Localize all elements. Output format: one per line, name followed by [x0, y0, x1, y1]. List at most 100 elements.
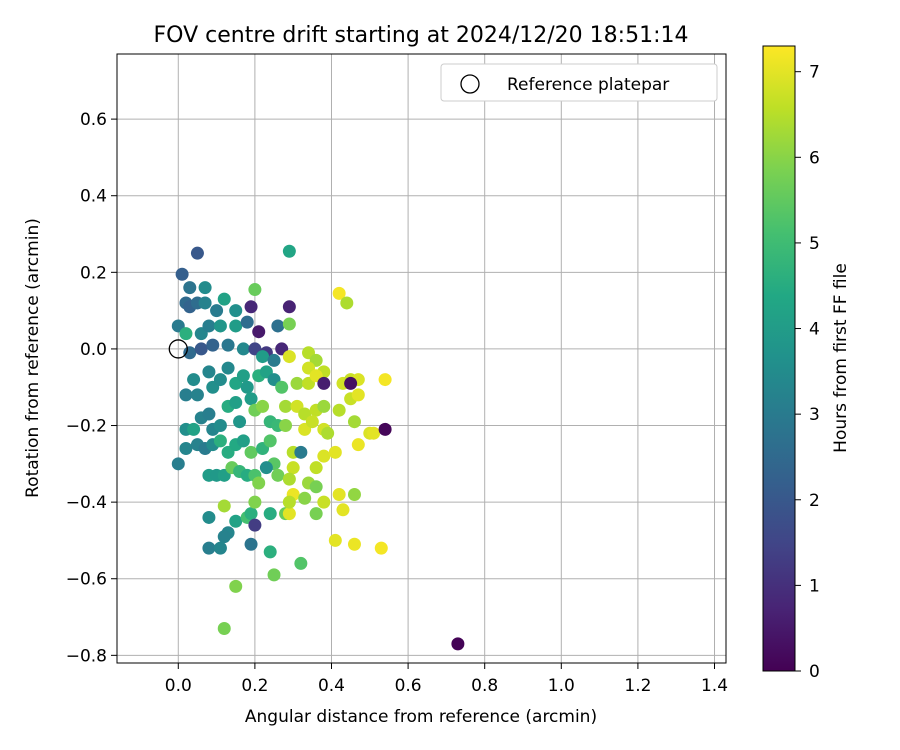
x-tick-label: 1.4 — [701, 676, 728, 696]
data-point — [217, 622, 231, 636]
y-axis-ticks: −0.8 −0.6 −0.4 −0.2 0.0 0.2 0.4 0.6 — [66, 110, 117, 666]
colorbar-ticks: 0 1 2 3 4 5 6 7 — [795, 63, 820, 682]
data-point — [248, 518, 262, 532]
data-point — [240, 315, 254, 329]
data-point — [344, 376, 358, 390]
data-point — [451, 637, 465, 651]
data-point — [202, 541, 216, 555]
colorbar-tick-label: 5 — [809, 234, 820, 254]
plot-frame — [116, 53, 727, 664]
y-tick-label: −0.6 — [66, 570, 107, 590]
data-point — [282, 350, 296, 364]
data-point — [206, 338, 220, 352]
data-point — [347, 487, 361, 501]
data-point — [190, 388, 204, 402]
data-points — [171, 244, 465, 651]
x-tick-label: 1.2 — [624, 676, 651, 696]
y-tick-label: 0.0 — [80, 340, 107, 360]
data-point — [294, 445, 308, 459]
x-tick-label: 0.0 — [165, 676, 192, 696]
data-point — [221, 361, 235, 375]
data-point — [309, 480, 323, 494]
data-point — [271, 319, 285, 333]
data-point — [336, 503, 350, 517]
data-point — [263, 545, 277, 559]
colorbar-tick-label: 6 — [809, 148, 820, 168]
data-point — [332, 286, 346, 300]
data-point — [248, 283, 262, 297]
reference-point-marker — [168, 339, 188, 359]
data-point — [217, 530, 231, 544]
x-axis-ticks: 0.0 0.2 0.4 0.6 0.8 1.0 1.2 1.4 — [165, 663, 728, 696]
data-point — [248, 495, 262, 509]
y-axis-label: Rotation from reference (arcmin) — [23, 218, 43, 498]
data-point — [282, 300, 296, 314]
legend-box — [440, 63, 718, 102]
colorbar-tick-label: 2 — [809, 491, 820, 511]
data-point — [236, 342, 250, 356]
data-point — [294, 556, 308, 570]
data-point — [229, 304, 243, 318]
data-point — [229, 396, 243, 410]
data-point — [213, 434, 227, 448]
data-point — [175, 267, 189, 281]
data-point — [187, 373, 201, 387]
data-point — [317, 399, 331, 413]
data-point — [279, 419, 293, 433]
colorbar-label: Hours from first FF file — [831, 263, 851, 453]
data-point — [179, 442, 193, 456]
data-point — [328, 445, 342, 459]
data-point — [256, 399, 270, 413]
data-point — [256, 350, 270, 364]
data-point — [221, 338, 235, 352]
data-point — [236, 434, 250, 448]
data-point — [229, 514, 243, 528]
data-point — [340, 296, 354, 310]
data-point — [213, 541, 227, 555]
data-point — [332, 403, 346, 417]
data-point — [217, 292, 231, 306]
x-axis-label: Angular distance from reference (arcmin) — [245, 707, 597, 727]
x-tick-label: 0.8 — [471, 676, 498, 696]
data-point — [263, 507, 277, 521]
data-point — [374, 541, 388, 555]
data-point — [378, 422, 392, 436]
data-point — [271, 468, 285, 482]
y-tick-label: −0.2 — [66, 417, 107, 437]
data-point — [194, 342, 208, 356]
x-tick-label: 1.0 — [548, 676, 575, 696]
data-point — [202, 407, 216, 421]
colorbar-tick-label: 7 — [809, 63, 820, 83]
data-point — [328, 533, 342, 547]
y-tick-label: 0.2 — [80, 263, 107, 283]
chart-title: FOV centre drift starting at 2024/12/20 … — [154, 23, 689, 48]
data-point — [252, 325, 266, 339]
data-point — [275, 380, 289, 394]
y-tick-label: 0.4 — [80, 187, 107, 207]
data-point — [347, 537, 361, 551]
data-point — [244, 507, 258, 521]
data-point — [286, 461, 300, 475]
data-point — [263, 434, 277, 448]
data-point — [213, 319, 227, 333]
data-point — [183, 281, 197, 295]
colorbar-tick-label: 1 — [809, 576, 820, 596]
data-point — [179, 327, 193, 341]
data-point — [202, 510, 216, 524]
data-point — [309, 507, 323, 521]
y-tick-label: −0.8 — [66, 646, 107, 666]
data-point — [332, 487, 346, 501]
data-point — [183, 346, 197, 360]
data-point — [190, 246, 204, 260]
colorbar-tick-label: 0 — [809, 662, 820, 682]
data-point — [217, 499, 231, 513]
data-point — [367, 426, 381, 440]
x-tick-label: 0.4 — [318, 676, 345, 696]
data-point — [229, 579, 243, 593]
data-point — [244, 392, 258, 406]
data-point — [298, 491, 312, 505]
data-point — [317, 376, 331, 390]
data-point — [236, 369, 250, 383]
data-point — [351, 388, 365, 402]
